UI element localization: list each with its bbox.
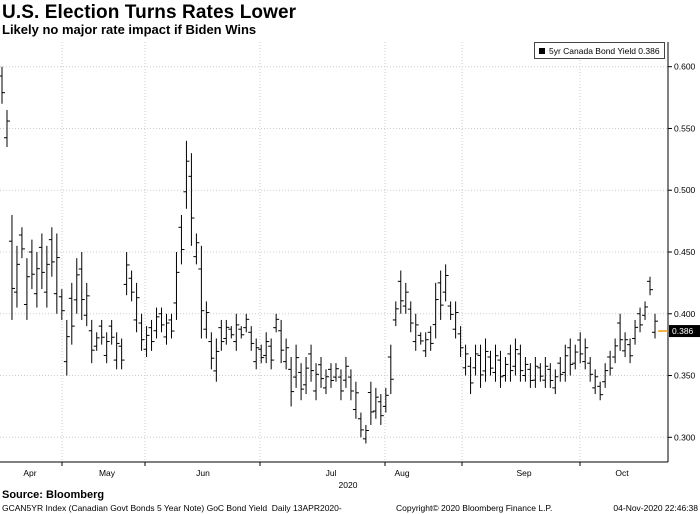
chart-title: U.S. Election Turns Rates Lower: [2, 2, 297, 23]
y-tick-label: 0.300: [674, 432, 696, 442]
source-label: Source: Bloomberg: [2, 489, 105, 501]
x-tick-label: Oct: [615, 468, 629, 478]
timestamp: 04-Nov-2020 22:46:38: [613, 503, 698, 513]
y-tick-label: 0.550: [674, 123, 696, 133]
copyright-text: Copyright© 2020 Bloomberg Finance L.P.: [396, 503, 553, 513]
legend: 5yr Canada Bond Yield 0.386: [534, 42, 665, 59]
x-tick-label: Sep: [516, 468, 531, 478]
x-tick-label: Jul: [326, 468, 337, 478]
legend-label: 5yr Canada Bond Yield 0.386: [549, 45, 660, 56]
y-tick-label: 0.600: [674, 62, 696, 72]
y-tick-label: 0.350: [674, 371, 696, 381]
chart-subtitle: Likely no major rate impact if Biden Win…: [2, 22, 257, 37]
legend-swatch: [539, 47, 545, 54]
x-year-label: 2020: [339, 480, 358, 490]
y-tick-label: 0.400: [674, 309, 696, 319]
last-value-box: [669, 325, 700, 338]
y-tick-label: 0.450: [674, 247, 696, 257]
x-tick-label: May: [99, 468, 116, 478]
x-tick-label: Apr: [23, 468, 36, 478]
y-tick-label: 0.500: [674, 185, 696, 195]
index-description: GCAN5YR Index (Canadian Govt Bonds 5 Yea…: [2, 503, 342, 513]
x-tick-label: Aug: [394, 468, 409, 478]
last-value-label: 0.386: [672, 326, 694, 336]
x-tick-label: Jun: [196, 468, 210, 478]
